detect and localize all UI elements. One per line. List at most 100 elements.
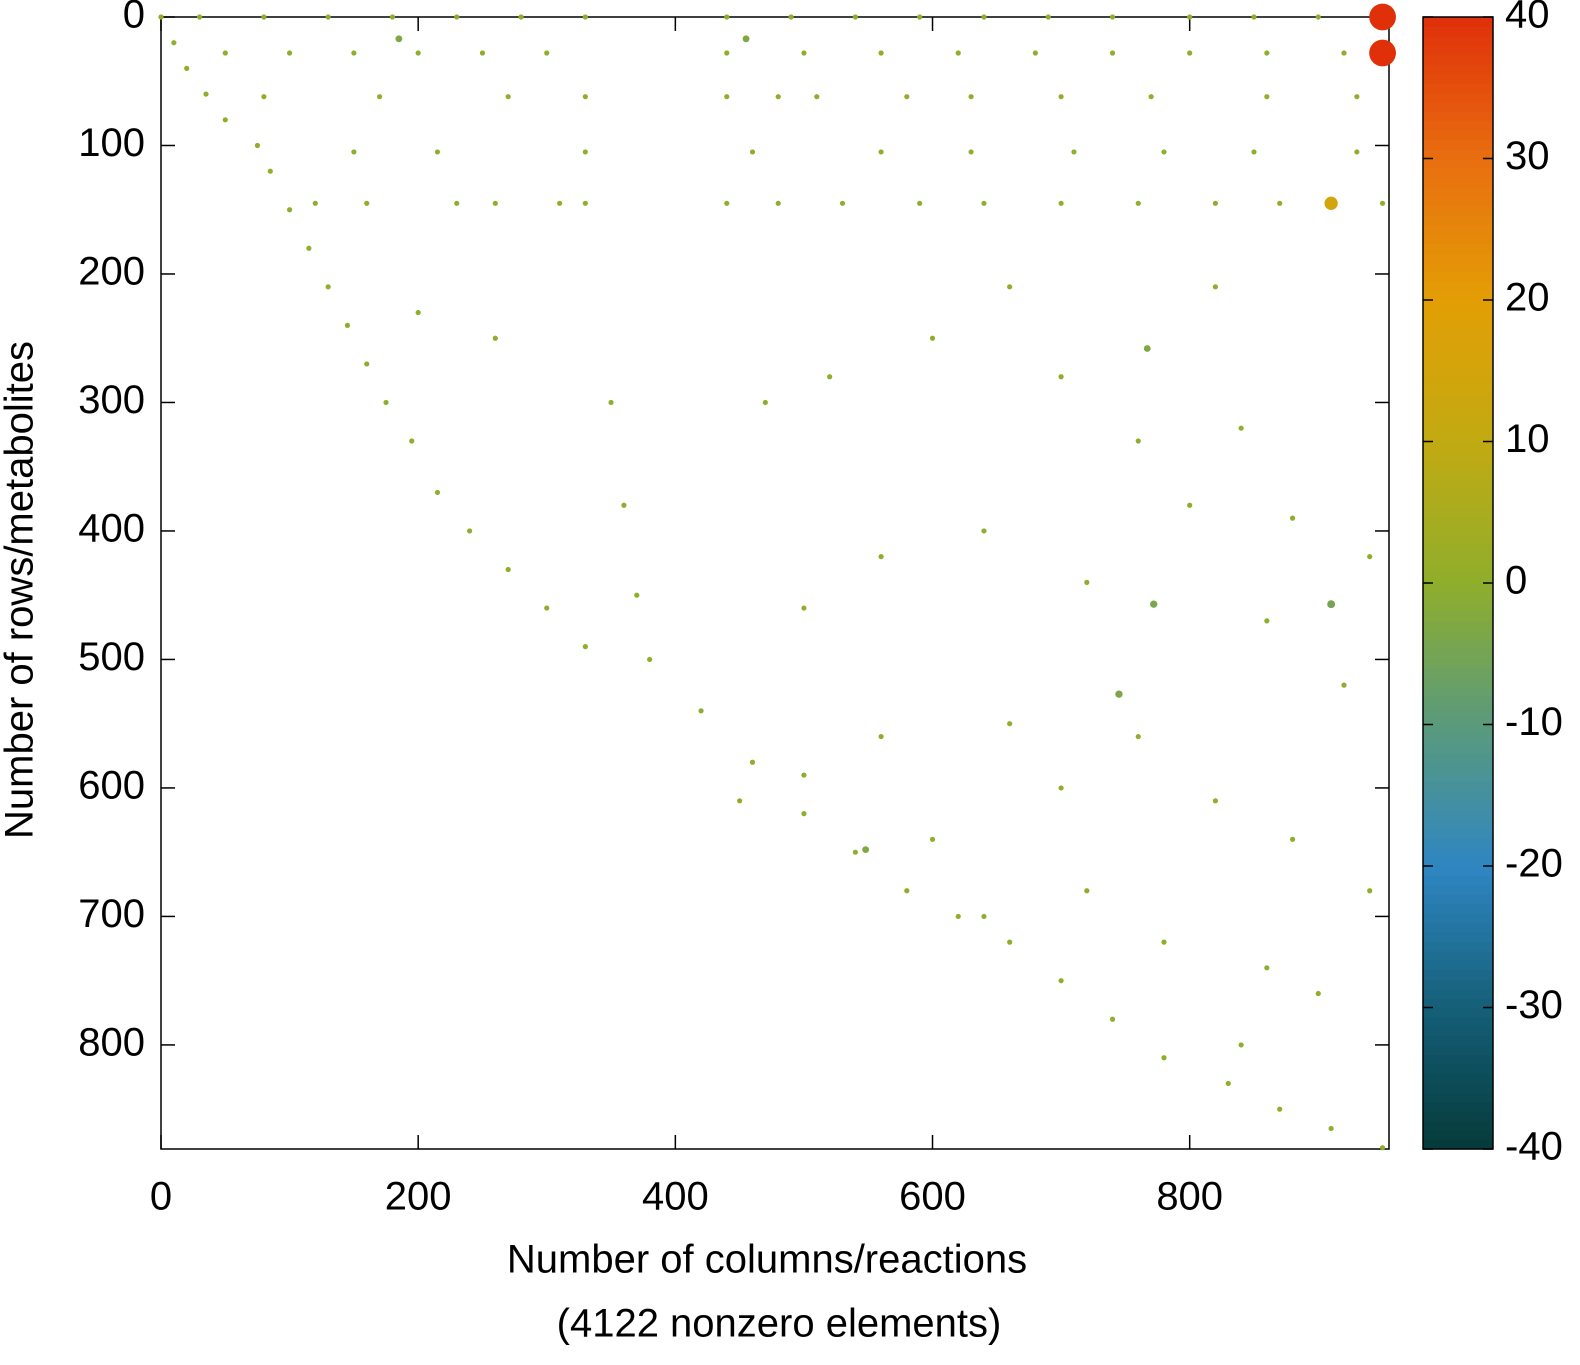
colorbar-strip [1423, 941, 1493, 952]
colorbar-strip [1423, 300, 1493, 311]
point [582, 149, 588, 155]
colorbar-strip [1423, 384, 1493, 395]
colorbar-strip [1423, 856, 1493, 867]
point [1150, 600, 1158, 608]
point [222, 50, 228, 56]
point [1032, 50, 1038, 56]
point [775, 94, 781, 100]
point [1187, 14, 1193, 20]
point [364, 361, 370, 367]
colorbar-strip [1423, 1130, 1493, 1141]
colorbar-strip [1423, 432, 1493, 443]
colorbar-strip [1423, 639, 1493, 650]
point [1187, 50, 1193, 56]
colorbar-strip [1423, 686, 1493, 697]
point [1058, 785, 1064, 791]
colorbar-strip [1423, 667, 1493, 678]
colorbar-strip [1423, 460, 1493, 471]
point [955, 913, 961, 920]
colorbar-strip [1423, 224, 1493, 235]
point [1341, 50, 1347, 56]
colorbar-strip [1423, 743, 1493, 754]
point [254, 142, 261, 149]
point [737, 798, 743, 804]
colorbar-strip [1423, 620, 1493, 631]
colorbar-strip [1423, 139, 1493, 150]
colorbar-strip [1423, 705, 1493, 716]
colorbar-strip [1423, 630, 1493, 641]
point [376, 94, 383, 100]
point [1045, 14, 1051, 20]
point [1161, 149, 1167, 155]
point [608, 399, 614, 406]
point [1264, 965, 1270, 971]
y-tick-label: 400 [78, 507, 145, 551]
point [351, 149, 357, 155]
colorbar-strip [1423, 149, 1493, 160]
colorbar-strip [1423, 950, 1493, 961]
point [582, 644, 588, 650]
colorbar-strip [1423, 809, 1493, 820]
point [1354, 149, 1360, 155]
point [839, 200, 846, 206]
colorbar-strip [1423, 450, 1493, 461]
colorbar-strip [1423, 252, 1493, 263]
colorbar-strip [1423, 573, 1493, 584]
point [1251, 14, 1257, 20]
point [1327, 600, 1336, 609]
y-axis-label: Number of rows/metabolites [0, 341, 42, 839]
colorbar-strip [1423, 564, 1493, 575]
colorbar-strip [1423, 828, 1493, 839]
point [904, 94, 910, 100]
colorbar-strip [1423, 262, 1493, 273]
point [171, 40, 177, 46]
point [968, 149, 974, 155]
point [1315, 990, 1321, 997]
point [1007, 284, 1013, 290]
point [742, 35, 750, 43]
colorbar-strip [1423, 1026, 1493, 1037]
colorbar-strip [1423, 215, 1493, 226]
point [1109, 1016, 1116, 1022]
point [814, 94, 820, 100]
colorbar-tick-label: 40 [1505, 0, 1550, 37]
point [325, 14, 331, 20]
colorbar-strip [1423, 535, 1493, 546]
point [454, 14, 460, 20]
point [203, 91, 209, 97]
colorbar-strip [1423, 488, 1493, 499]
point [929, 335, 936, 341]
point [344, 322, 351, 328]
point [1369, 3, 1396, 31]
point [878, 554, 884, 560]
point [1109, 14, 1116, 20]
colorbar-strip [1423, 271, 1493, 282]
colorbar-strip [1423, 1073, 1493, 1084]
colorbar-strip [1423, 1007, 1493, 1018]
point [492, 200, 498, 206]
point [267, 168, 273, 174]
point [762, 399, 768, 406]
colorbar-strip [1423, 554, 1493, 565]
point [698, 708, 704, 714]
point [1084, 579, 1090, 585]
point [1084, 888, 1090, 894]
x-axis-subtitle: (4122 nonzero elements) [557, 1302, 1002, 1346]
point [364, 200, 370, 206]
colorbar-strip [1423, 592, 1493, 603]
colorbar-strip [1423, 526, 1493, 537]
point [1109, 50, 1116, 56]
colorbar-strip [1423, 837, 1493, 848]
point [395, 35, 403, 43]
point [582, 14, 588, 20]
point [749, 149, 756, 155]
point [904, 888, 910, 894]
point [801, 50, 807, 56]
point [1315, 14, 1321, 20]
colorbar-strip [1423, 516, 1493, 527]
colorbar-strip [1423, 318, 1493, 329]
point [1007, 939, 1013, 945]
point [479, 50, 486, 56]
colorbar-strip [1423, 243, 1493, 254]
